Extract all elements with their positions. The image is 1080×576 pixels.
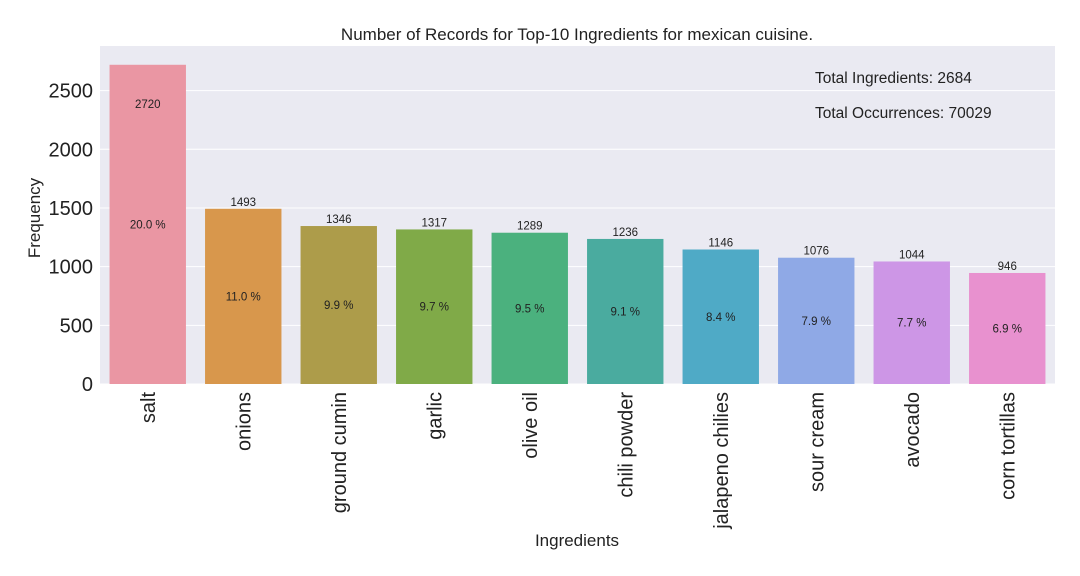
bar (587, 238, 664, 384)
x-tick: corn tortillas (997, 392, 1019, 500)
bar (109, 64, 186, 385)
x-tick-label: corn tortillas (997, 392, 1019, 500)
y-tick-label: 0 (82, 374, 93, 396)
x-tick-label: sour cream (806, 392, 828, 492)
annotation-total-ingredients: Total Ingredients: 2684 (815, 70, 972, 87)
value-label: 1317 (421, 217, 447, 229)
x-tick-label: garlic (424, 392, 446, 440)
x-tick: ground cumin (329, 392, 351, 513)
value-label: 2720 (135, 99, 161, 111)
x-tick: onions (233, 392, 255, 451)
value-label: 1146 (708, 238, 733, 250)
value-label: 1236 (612, 227, 638, 239)
bar (300, 226, 377, 384)
x-axis-label: Ingredients (535, 531, 619, 550)
value-label: 1044 (899, 249, 925, 261)
percent-label: 20.0 % (130, 219, 166, 231)
x-tick-label: olive oil (520, 392, 542, 459)
x-axis: salt onions ground cumin garlic olive oil chi… (138, 392, 1020, 530)
x-tick-label: onions (233, 392, 255, 451)
y-tick-label: 1500 (49, 198, 94, 220)
percent-label: 8.4 % (706, 312, 735, 324)
bar (682, 249, 759, 384)
x-tick-label: jalapeno chilies (711, 392, 733, 530)
bar (873, 261, 950, 384)
x-tick: sour cream (806, 392, 828, 492)
y-tick-label: 2000 (49, 139, 94, 161)
x-tick-label: chili powder (615, 392, 637, 498)
y-tick-label: 1000 (49, 257, 94, 279)
percent-label: 9.1 % (611, 306, 640, 318)
value-label: 1076 (803, 246, 829, 258)
x-tick-label: ground cumin (329, 392, 351, 513)
percent-label: 11.0 % (226, 291, 261, 303)
x-tick-label: salt (138, 392, 160, 424)
x-tick: salt (138, 392, 160, 424)
value-label: 1346 (326, 214, 352, 226)
data-labels: 2720 20.0 % 1493 11.0 % 1346 9.9 % 1317 9.7 % 12… (130, 99, 1022, 336)
y-tick-label: 500 (60, 315, 93, 337)
percent-label: 6.9 % (993, 323, 1022, 335)
percent-label: 7.7 % (897, 318, 926, 330)
percent-label: 9.7 % (420, 302, 449, 314)
x-tick-label: avocado (902, 392, 924, 468)
y-axis-label: Frequency (25, 177, 44, 258)
x-tick: avocado (902, 392, 924, 468)
bars (109, 64, 1046, 385)
bar (778, 257, 855, 384)
x-tick: jalapeno chilies (711, 392, 733, 530)
y-tick-label: 2500 (49, 81, 94, 103)
bar (396, 229, 473, 384)
bar (205, 208, 282, 384)
x-tick: garlic (424, 392, 446, 440)
value-label: 1289 (517, 221, 543, 233)
bar (969, 272, 1046, 384)
value-label: 1493 (230, 197, 256, 209)
percent-label: 9.5 % (515, 303, 544, 315)
chart-title: Number of Records for Top-10 Ingredients… (341, 25, 813, 44)
y-axis: 0 500 1000 1500 2000 2500 (49, 81, 94, 396)
bar (491, 232, 568, 384)
percent-label: 9.9 % (324, 300, 353, 312)
x-tick: chili powder (615, 392, 637, 498)
x-tick: olive oil (520, 392, 542, 459)
percent-label: 7.9 % (802, 316, 831, 328)
annotation-total-occurrences: Total Occurrences: 70029 (815, 105, 992, 122)
value-label: 946 (998, 261, 1017, 273)
